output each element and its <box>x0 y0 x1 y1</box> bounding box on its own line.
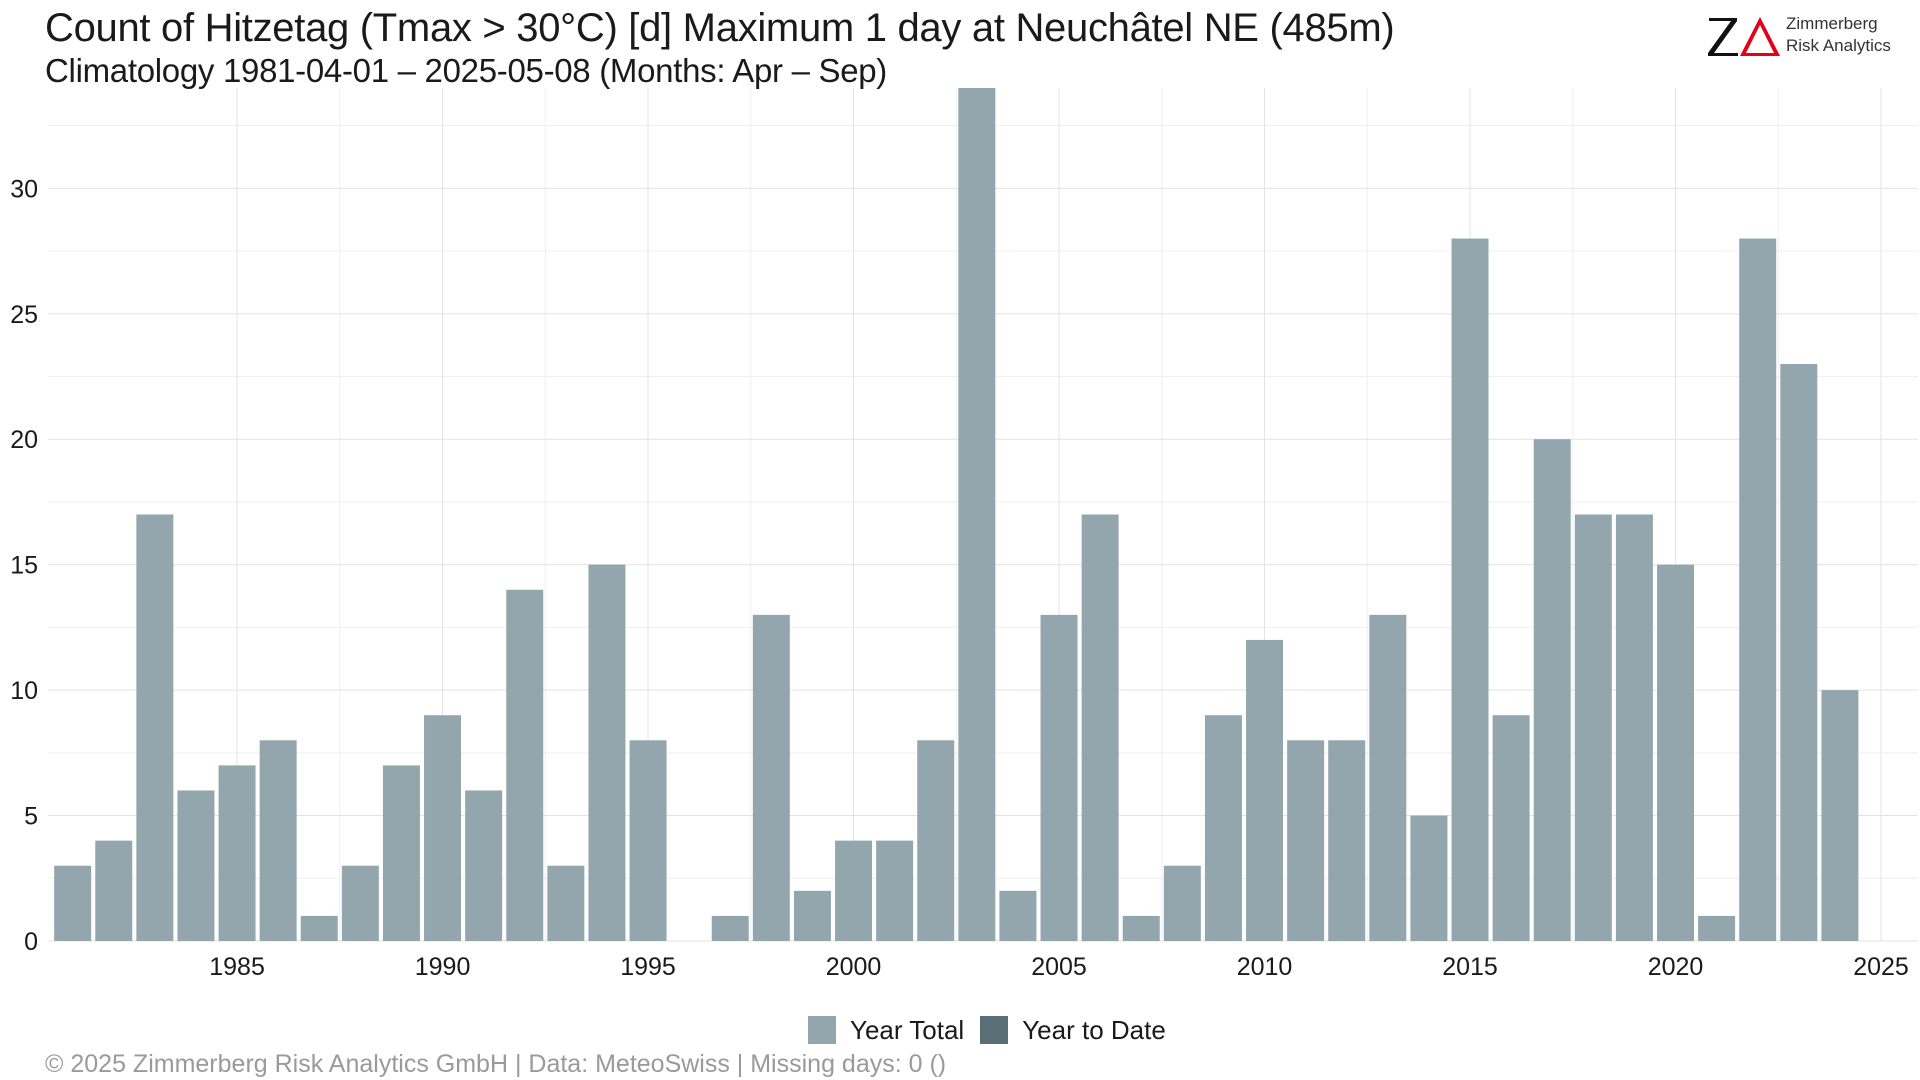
company-logo: Zimmerberg Risk Analytics <box>1706 14 1906 58</box>
logo-name-line2: Risk Analytics <box>1786 36 1891 55</box>
logo-mark <box>1708 17 1780 56</box>
x-tick-label: 2000 <box>826 953 882 981</box>
legend: Year Total Year to Date <box>808 1014 1182 1046</box>
bar-year-total-1994 <box>588 564 626 941</box>
bar-year-total-2021 <box>1698 915 1736 941</box>
bar-year-total-2009 <box>1204 715 1242 941</box>
bar-year-total-2015 <box>1451 238 1489 941</box>
bar-year-total-2004 <box>999 890 1037 941</box>
x-tick-label: 2015 <box>1442 953 1498 981</box>
y-tick-label: 20 <box>10 426 38 454</box>
bar-year-total-2005 <box>1040 614 1078 941</box>
y-tick-label: 10 <box>10 677 38 705</box>
x-axis-ticks: 1985 1990 1995 2000 2005 2010 2015 2020 2025 <box>209 953 1909 981</box>
bar-year-total-1985 <box>218 765 256 941</box>
bar-year-total-1984 <box>177 790 215 941</box>
bar-year-total-2013 <box>1369 614 1407 941</box>
bar-year-total-2008 <box>1163 865 1201 941</box>
bar-year-total-1999 <box>793 890 831 941</box>
legend-swatch-year-total <box>808 1016 836 1044</box>
bar-year-total-1991 <box>465 790 503 941</box>
bar-year-total-2018 <box>1574 514 1612 941</box>
x-tick-label: 2020 <box>1648 953 1704 981</box>
y-tick-label: 0 <box>24 928 38 956</box>
bar-year-total-2017 <box>1533 439 1571 941</box>
bar-year-total-1988 <box>341 865 379 941</box>
bar-year-total-1989 <box>382 765 420 941</box>
y-tick-label: 25 <box>10 301 38 329</box>
bar-year-total-2000 <box>835 840 873 941</box>
x-tick-label: 2025 <box>1853 953 1909 981</box>
x-tick-label: 2010 <box>1237 953 1293 981</box>
bar-year-total-1998 <box>752 614 790 941</box>
bar-year-total-2011 <box>1287 740 1325 941</box>
legend-item-year-to-date: Year to Date <box>980 1015 1166 1046</box>
bar-year-total-2003 <box>958 88 996 941</box>
x-tick-label: 2005 <box>1031 953 1087 981</box>
bar-year-total-1992 <box>506 589 544 941</box>
bar-year-total-2001 <box>876 840 914 941</box>
y-tick-label: 30 <box>10 175 38 203</box>
bar-year-total-1990 <box>424 715 462 941</box>
bar-year-total-2010 <box>1246 639 1284 941</box>
bar-year-total-1983 <box>136 514 174 941</box>
bar-year-total-2022 <box>1739 238 1777 941</box>
bar-year-total-2012 <box>1328 740 1366 941</box>
bars <box>54 88 1859 941</box>
bar-year-total-2020 <box>1657 564 1695 941</box>
y-tick-label: 5 <box>24 803 38 831</box>
bar-year-total-1995 <box>629 740 667 941</box>
y-tick-label: 15 <box>10 552 38 580</box>
chart-title: Count of Hitzetag (Tmax > 30°C) [d] Maxi… <box>45 6 1395 50</box>
bar-year-total-2007 <box>1122 915 1160 941</box>
bar-year-total-1997 <box>711 915 749 941</box>
bar-year-total-1993 <box>547 865 585 941</box>
footer-credits: © 2025 Zimmerberg Risk Analytics GmbH | … <box>45 1050 947 1078</box>
bar-year-total-2006 <box>1081 514 1119 941</box>
x-tick-label: 1995 <box>620 953 676 981</box>
logo-name-line1: Zimmerberg <box>1786 14 1878 33</box>
bar-year-total-2019 <box>1615 514 1653 941</box>
bar-year-total-2002 <box>917 740 955 941</box>
bar-year-total-2014 <box>1410 815 1448 941</box>
x-tick-label: 1990 <box>415 953 471 981</box>
y-axis-ticks: 0 5 10 15 20 25 30 <box>10 175 38 956</box>
x-tick-label: 1985 <box>209 953 265 981</box>
chart-subtitle: Climatology 1981-04-01 – 2025-05-08 (Mon… <box>45 52 888 89</box>
bar-year-total-1987 <box>300 915 338 941</box>
bar-year-total-1986 <box>259 740 297 941</box>
bar-year-total-2023 <box>1780 363 1818 941</box>
legend-label-year-to-date: Year to Date <box>1022 1014 1166 1045</box>
bar-year-total-2024 <box>1821 690 1859 941</box>
bar-year-total-1982 <box>95 840 133 941</box>
legend-label-year-total: Year Total <box>850 1014 965 1045</box>
bar-year-total-1981 <box>54 865 92 941</box>
bar-year-total-2016 <box>1492 715 1530 941</box>
legend-swatch-year-to-date <box>980 1016 1009 1044</box>
legend-item-year-total: Year Total <box>808 1015 964 1046</box>
